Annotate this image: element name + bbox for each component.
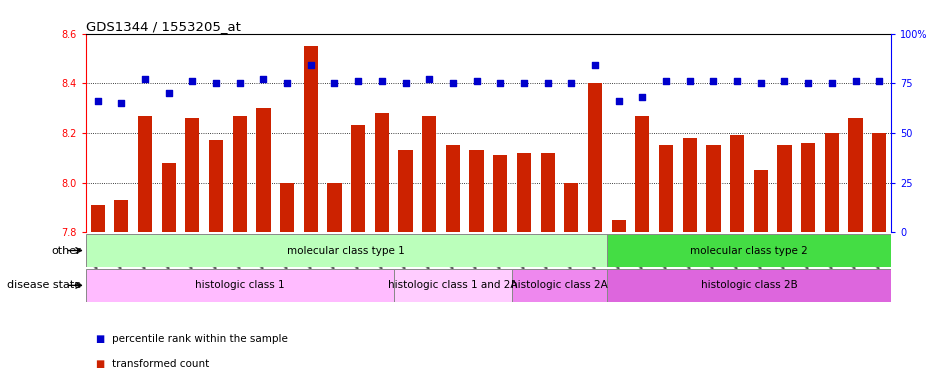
Text: ■: ■ <box>95 359 105 369</box>
Point <box>847 78 863 84</box>
Point <box>374 78 389 84</box>
Bar <box>162 163 175 232</box>
Bar <box>511 269 606 302</box>
Text: molecular class type 2: molecular class type 2 <box>689 246 807 255</box>
Point <box>871 78 886 84</box>
Text: molecular class type 1: molecular class type 1 <box>288 246 405 255</box>
Text: histologic class 2B: histologic class 2B <box>700 280 797 290</box>
Point <box>776 78 791 84</box>
Point <box>682 78 697 84</box>
Bar <box>729 135 744 232</box>
Point <box>800 80 815 86</box>
Bar <box>516 153 530 232</box>
Bar <box>86 269 393 302</box>
Text: histologic class 1: histologic class 1 <box>195 280 285 290</box>
Bar <box>327 183 341 232</box>
Point <box>303 63 318 69</box>
Bar <box>777 146 791 232</box>
Bar <box>564 183 578 232</box>
Bar <box>138 116 152 232</box>
Point <box>516 80 531 86</box>
Point <box>398 80 413 86</box>
Bar <box>256 108 270 232</box>
Point <box>468 78 484 84</box>
Bar <box>587 83 602 232</box>
Point <box>586 63 602 69</box>
Text: histologic class 1 and 2A: histologic class 1 and 2A <box>387 280 517 290</box>
Point <box>705 78 721 84</box>
Point <box>540 80 555 86</box>
Bar <box>422 116 436 232</box>
Text: GDS1344 / 1553205_at: GDS1344 / 1553205_at <box>86 20 241 33</box>
Bar <box>606 234 890 267</box>
Bar <box>90 205 105 232</box>
Bar <box>374 113 388 232</box>
Point <box>728 78 744 84</box>
Text: other: other <box>51 246 81 255</box>
Bar <box>823 133 838 232</box>
Point <box>421 76 436 82</box>
Bar <box>705 146 720 232</box>
Bar <box>492 155 506 232</box>
Text: percentile rank within the sample: percentile rank within the sample <box>112 334 288 344</box>
Bar <box>114 200 129 232</box>
Point <box>113 100 129 106</box>
Bar <box>208 140 223 232</box>
Point <box>89 98 105 104</box>
Bar <box>801 143 814 232</box>
Bar <box>232 116 247 232</box>
Point <box>161 90 176 96</box>
Point <box>658 78 673 84</box>
Point <box>752 80 767 86</box>
Point <box>232 80 248 86</box>
Text: disease state: disease state <box>7 280 81 290</box>
Bar <box>658 146 672 232</box>
Text: ■: ■ <box>95 334 105 344</box>
Point <box>255 76 270 82</box>
Bar <box>635 116 648 232</box>
Bar <box>393 269 511 302</box>
Point <box>610 98 625 104</box>
Point <box>445 80 460 86</box>
Bar <box>398 150 412 232</box>
Bar <box>304 46 318 232</box>
Point <box>823 80 839 86</box>
Bar <box>280 183 294 232</box>
Point <box>634 94 649 100</box>
Point <box>350 78 366 84</box>
Point <box>563 80 578 86</box>
Text: histologic class 2A: histologic class 2A <box>510 280 607 290</box>
Point <box>327 80 342 86</box>
Point <box>137 76 152 82</box>
Bar <box>86 234 606 267</box>
Bar <box>606 269 890 302</box>
Bar <box>540 153 554 232</box>
Bar <box>185 118 199 232</box>
Bar <box>446 146 460 232</box>
Point <box>208 80 224 86</box>
Text: transformed count: transformed count <box>112 359 209 369</box>
Bar <box>682 138 696 232</box>
Bar <box>350 126 365 232</box>
Bar <box>611 220 625 232</box>
Point <box>492 80 507 86</box>
Point <box>185 78 200 84</box>
Bar <box>847 118 862 232</box>
Point <box>279 80 294 86</box>
Bar <box>469 150 484 232</box>
Bar <box>753 170 767 232</box>
Bar <box>871 133 885 232</box>
